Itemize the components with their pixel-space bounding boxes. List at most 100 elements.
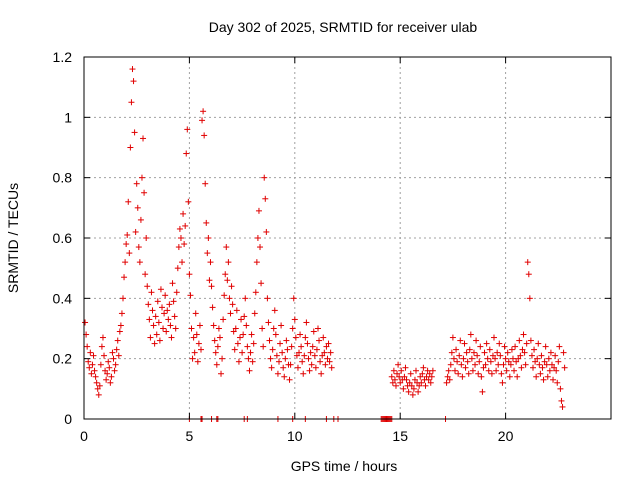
- data-point: [486, 346, 493, 353]
- data-point: [305, 355, 312, 362]
- data-point: [443, 379, 450, 386]
- data-point: [429, 367, 436, 374]
- data-point: [398, 367, 405, 374]
- data-point: [318, 370, 325, 377]
- data-point: [314, 325, 321, 332]
- data-point: [157, 286, 164, 293]
- data-point: [317, 358, 324, 365]
- data-point: [543, 361, 550, 368]
- data-point: [147, 334, 154, 341]
- data-point: [176, 225, 183, 232]
- data-point: [248, 331, 255, 338]
- data-point: [299, 358, 306, 365]
- data-point: [199, 117, 206, 124]
- data-point: [532, 358, 539, 365]
- data-point: [454, 358, 461, 365]
- data-point: [229, 301, 236, 308]
- data-point: [132, 228, 139, 235]
- data-point: [542, 343, 549, 350]
- data-point: [143, 235, 150, 241]
- data-point: [208, 283, 215, 290]
- data-point: [470, 349, 477, 356]
- data-point: [255, 207, 262, 214]
- data-point: [447, 361, 454, 368]
- data-point: [219, 355, 226, 362]
- data-point: [550, 376, 557, 383]
- data-point: [118, 310, 125, 317]
- data-point: [323, 343, 330, 350]
- data-point: [497, 352, 504, 359]
- data-point: [504, 349, 511, 356]
- data-point: [138, 174, 145, 181]
- data-point: [126, 250, 133, 257]
- data-point: [280, 364, 287, 371]
- data-point: [426, 370, 433, 377]
- data-point: [506, 373, 513, 380]
- data-point: [123, 241, 130, 248]
- data-point: [131, 129, 138, 136]
- data-point: [408, 382, 415, 389]
- data-point: [117, 322, 124, 329]
- x-tick-label: 15: [392, 428, 408, 444]
- data-point: [460, 355, 467, 362]
- x-tick-label: 20: [498, 428, 514, 444]
- data-point: [228, 283, 235, 290]
- data-point: [149, 307, 156, 314]
- data-point: [453, 346, 460, 353]
- data-point: [169, 280, 176, 287]
- data-point: [269, 346, 276, 353]
- data-point: [151, 340, 158, 347]
- data-point: [544, 373, 551, 380]
- data-point: [99, 334, 106, 341]
- data-point: [475, 370, 482, 377]
- data-point: [485, 367, 492, 374]
- data-point: [190, 334, 197, 341]
- data-point: [392, 382, 399, 389]
- data-point: [238, 316, 245, 323]
- data-point: [94, 385, 101, 392]
- data-point: [287, 361, 294, 368]
- axis-ticks: [83, 56, 611, 420]
- data-point: [258, 280, 265, 287]
- data-point: [226, 295, 233, 302]
- data-point: [298, 343, 305, 350]
- data-point: [395, 361, 402, 368]
- grid-lines: [84, 57, 611, 419]
- data-point: [288, 343, 295, 350]
- data-point: [241, 313, 248, 320]
- data-point: [496, 340, 503, 347]
- data-point: [246, 367, 253, 374]
- data-point: [109, 349, 116, 356]
- data-point: [462, 364, 469, 371]
- data-point: [303, 319, 310, 326]
- data-point: [546, 367, 553, 374]
- data-point: [90, 352, 97, 359]
- data-point: [516, 337, 523, 344]
- data-point: [116, 328, 123, 335]
- data-point: [396, 373, 403, 380]
- data-point: [310, 328, 317, 335]
- data-point: [265, 319, 272, 326]
- chart-title: Day 302 of 2025, SRMTID for receiver ula…: [209, 19, 478, 35]
- data-point: [489, 352, 496, 359]
- data-point: [473, 337, 480, 344]
- data-point: [124, 231, 131, 238]
- data-point: [209, 304, 216, 311]
- data-point: [476, 358, 483, 365]
- data-point: [235, 358, 242, 365]
- data-point: [171, 313, 178, 320]
- data-point: [422, 382, 429, 389]
- data-point: [273, 352, 280, 359]
- data-point: [487, 358, 494, 365]
- y-tick-label: 0.6: [53, 230, 73, 246]
- data-point: [201, 132, 208, 139]
- data-point: [266, 337, 273, 344]
- data-point: [535, 340, 542, 347]
- data-point: [106, 364, 113, 371]
- data-point: [210, 322, 217, 329]
- data-point: [110, 355, 117, 362]
- data-point: [427, 379, 434, 386]
- data-point: [416, 382, 423, 389]
- data-point: [253, 259, 260, 266]
